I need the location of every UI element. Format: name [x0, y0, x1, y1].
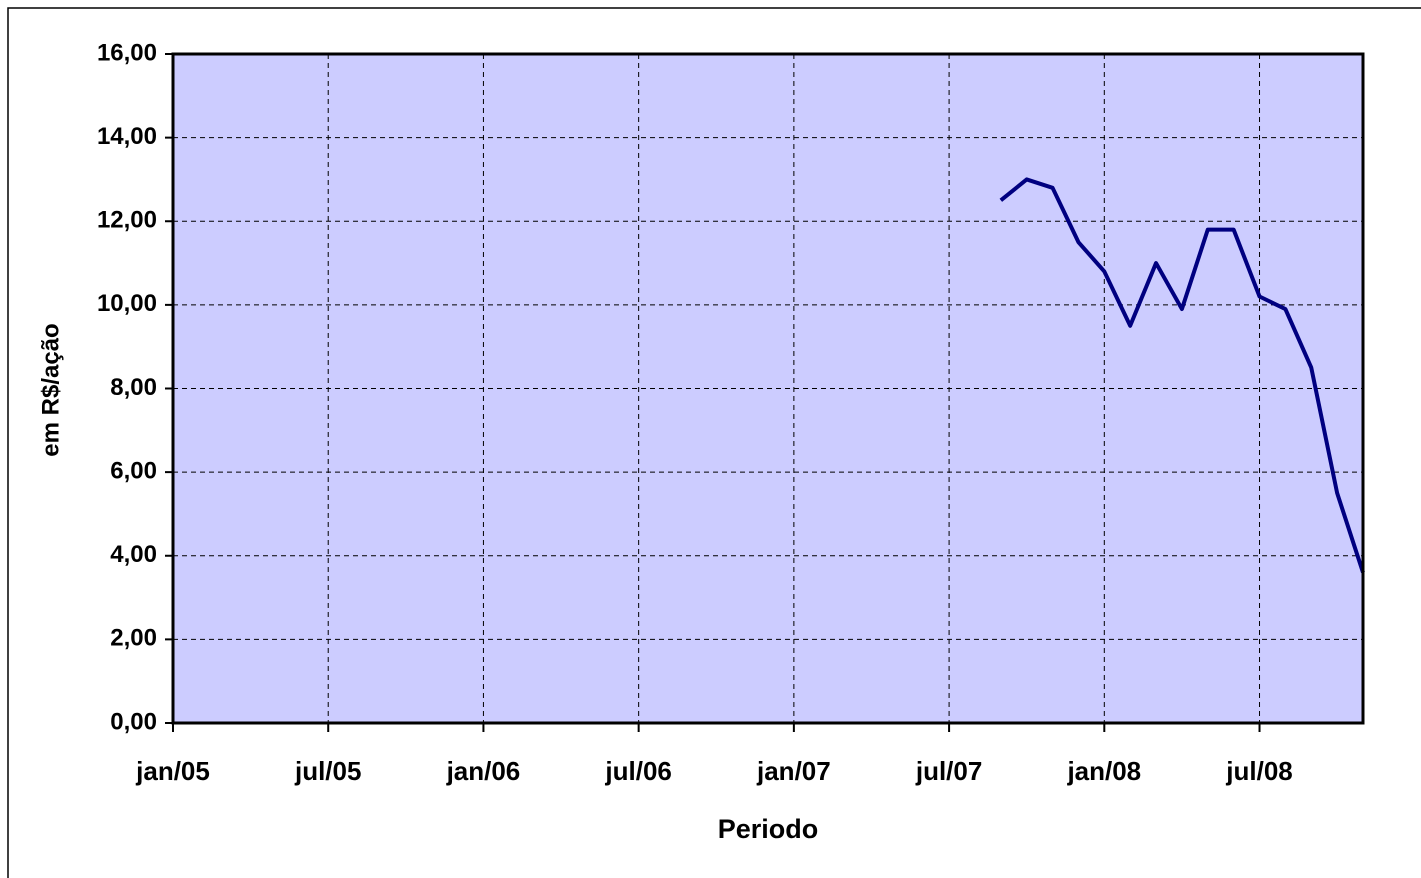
y-tick-label: 16,00: [97, 39, 157, 66]
x-tick-label: jul/06: [604, 756, 671, 786]
marks: [999, 177, 1365, 574]
x-tick-label: jan/06: [446, 756, 521, 786]
y-tick-label: 6,00: [110, 457, 157, 484]
y-tick-label: 14,00: [97, 123, 157, 150]
x-tick-label: jan/05: [135, 756, 210, 786]
data-line: [999, 177, 1365, 574]
y-tick-label: 8,00: [110, 374, 157, 401]
x-tick-label: jan/08: [1066, 756, 1141, 786]
plot-border: [171, 52, 1365, 725]
y-tick-label: 12,00: [97, 207, 157, 234]
y-tick-label: 4,00: [110, 541, 157, 568]
y-tick-label: 2,00: [110, 625, 157, 652]
x-tick-label: jul/07: [915, 756, 982, 786]
x-tick-label: jul/08: [1225, 756, 1292, 786]
y-axis-title: em R$/ação: [37, 323, 64, 456]
x-tick-label: jan/07: [756, 756, 831, 786]
y-tick-label: 10,00: [97, 290, 157, 317]
y-tick-label: 0,00: [110, 708, 157, 735]
x-axis-title: Periodo: [718, 814, 819, 844]
x-tick-label: jul/05: [294, 756, 361, 786]
